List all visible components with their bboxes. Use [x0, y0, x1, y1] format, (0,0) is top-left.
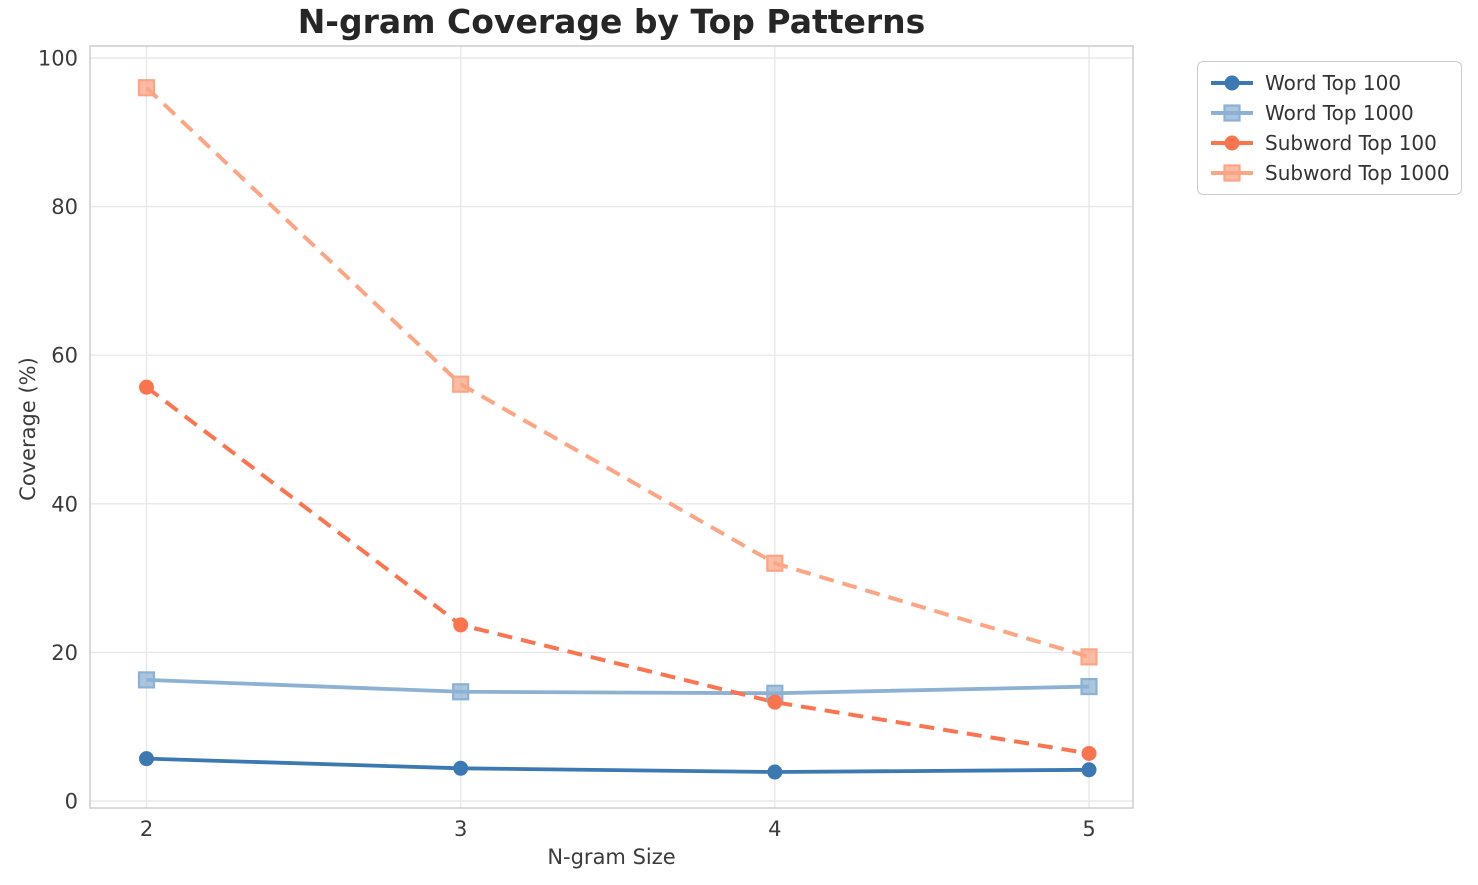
series-line-subword-top-1000	[145, 86, 1090, 659]
series-line-word-top-100	[146, 756, 1090, 774]
y-axis-label: Coverage (%)	[16, 357, 40, 501]
legend-item: Word Top 1000	[1208, 98, 1451, 128]
y-tick-label: 60	[51, 344, 78, 368]
y-tick-label: 0	[65, 790, 78, 814]
data-point-marker	[137, 671, 156, 689]
legend-item: Word Top 100	[1208, 68, 1451, 98]
x-tick-label: 5	[1082, 817, 1095, 841]
y-tick-label: 100	[38, 47, 78, 71]
data-point-marker	[452, 375, 470, 393]
legend-item-list: Word Top 100 Word Top 1000 Subword Top 100…	[1208, 68, 1451, 188]
x-tick-label: 4	[768, 817, 781, 841]
legend-label: Subword Top 100	[1265, 131, 1437, 155]
data-point-marker	[767, 764, 783, 780]
data-point-marker	[1081, 745, 1097, 761]
x-axis-label: N-gram Size	[547, 845, 676, 869]
legend-label: Word Top 1000	[1265, 101, 1414, 125]
data-point-marker	[1081, 762, 1097, 778]
legend: Word Top 100 Word Top 1000 Subword Top 100…	[1197, 61, 1462, 195]
data-point-marker	[139, 379, 154, 395]
plot-border	[89, 45, 1134, 809]
chart-title: N-gram Coverage by Top Patterns	[297, 2, 926, 41]
data-point-marker	[1080, 648, 1098, 666]
data-point-marker	[1080, 677, 1098, 696]
legend-swatch-square-icon	[1211, 104, 1253, 122]
legend-swatch-circle-icon	[1211, 135, 1253, 151]
y-tick-label: 80	[51, 195, 78, 219]
series-line-word-top-1000	[146, 677, 1090, 696]
series-line-subword-top-100	[145, 385, 1090, 756]
legend-swatch-square-icon	[1211, 164, 1253, 182]
legend-item: Subword Top 100	[1208, 128, 1451, 158]
x-tick-label: 2	[140, 817, 153, 841]
y-tick-label: 40	[51, 492, 78, 516]
data-point-marker	[139, 751, 154, 767]
y-tick-label: 20	[51, 641, 78, 665]
legend-label: Word Top 100	[1265, 71, 1402, 95]
x-tick-label: 3	[454, 817, 467, 841]
legend-item: Subword Top 1000	[1208, 158, 1451, 188]
data-point-marker	[766, 554, 784, 572]
data-point-marker	[453, 760, 469, 776]
data-point-marker	[767, 694, 783, 710]
legend-label: Subword Top 1000	[1265, 161, 1450, 185]
legend-swatch-circle-icon	[1211, 75, 1253, 91]
data-point-marker	[453, 617, 469, 633]
data-point-marker	[452, 683, 470, 701]
data-point-marker	[137, 79, 156, 97]
